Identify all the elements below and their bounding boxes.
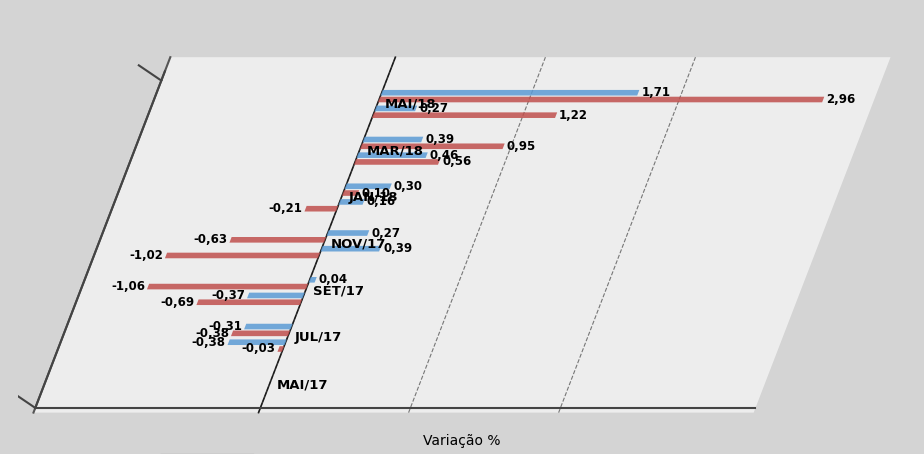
- Polygon shape: [338, 199, 365, 205]
- Polygon shape: [304, 206, 338, 212]
- Polygon shape: [378, 97, 824, 102]
- Text: 2,96: 2,96: [826, 93, 856, 106]
- Polygon shape: [227, 340, 286, 345]
- Text: Variação %: Variação %: [423, 434, 501, 448]
- Text: 0,10: 0,10: [361, 187, 390, 200]
- Text: -0,37: -0,37: [212, 289, 245, 302]
- Text: 0,27: 0,27: [419, 102, 448, 115]
- Text: JAN/18: JAN/18: [349, 191, 398, 204]
- Polygon shape: [229, 237, 326, 242]
- Polygon shape: [326, 230, 370, 236]
- Polygon shape: [197, 300, 302, 305]
- Polygon shape: [244, 324, 293, 329]
- Polygon shape: [33, 57, 891, 413]
- Text: 0,39: 0,39: [383, 242, 412, 255]
- Text: 0,30: 0,30: [394, 180, 422, 193]
- Text: -0,69: -0,69: [161, 296, 195, 309]
- Polygon shape: [164, 253, 320, 258]
- Text: 0,46: 0,46: [430, 148, 459, 162]
- Polygon shape: [362, 137, 423, 142]
- Polygon shape: [345, 183, 392, 189]
- Polygon shape: [231, 331, 290, 336]
- Text: SET/17: SET/17: [313, 285, 364, 297]
- Text: MAI/18: MAI/18: [385, 98, 436, 110]
- Polygon shape: [309, 277, 317, 282]
- Polygon shape: [372, 113, 557, 118]
- Polygon shape: [354, 159, 440, 165]
- Text: 0,16: 0,16: [367, 195, 395, 208]
- Polygon shape: [277, 346, 284, 352]
- Text: -1,06: -1,06: [111, 280, 145, 293]
- Polygon shape: [374, 106, 418, 111]
- Text: -0,63: -0,63: [193, 233, 227, 247]
- Text: 0,39: 0,39: [425, 133, 455, 146]
- Polygon shape: [381, 90, 639, 95]
- Text: 1,22: 1,22: [559, 109, 588, 122]
- Text: -0,03: -0,03: [242, 342, 275, 355]
- Text: 0,95: 0,95: [506, 140, 536, 153]
- Polygon shape: [357, 153, 428, 158]
- Text: JUL/17: JUL/17: [295, 331, 342, 344]
- Text: MAR/18: MAR/18: [367, 144, 424, 157]
- Text: MAI/17: MAI/17: [277, 378, 328, 391]
- Text: NOV/17: NOV/17: [331, 238, 386, 251]
- Polygon shape: [360, 143, 505, 149]
- Polygon shape: [342, 190, 359, 196]
- Text: -0,38: -0,38: [195, 327, 229, 340]
- Text: 0,56: 0,56: [442, 155, 471, 168]
- Text: 1,71: 1,71: [641, 86, 670, 99]
- Polygon shape: [247, 293, 305, 298]
- Text: 0,04: 0,04: [319, 273, 347, 286]
- Text: 0,27: 0,27: [371, 227, 400, 240]
- Polygon shape: [147, 284, 308, 289]
- Text: -1,02: -1,02: [129, 249, 163, 262]
- Polygon shape: [321, 246, 382, 252]
- Text: -0,38: -0,38: [191, 336, 225, 349]
- Text: -0,21: -0,21: [269, 202, 302, 215]
- Text: -0,31: -0,31: [208, 320, 242, 333]
